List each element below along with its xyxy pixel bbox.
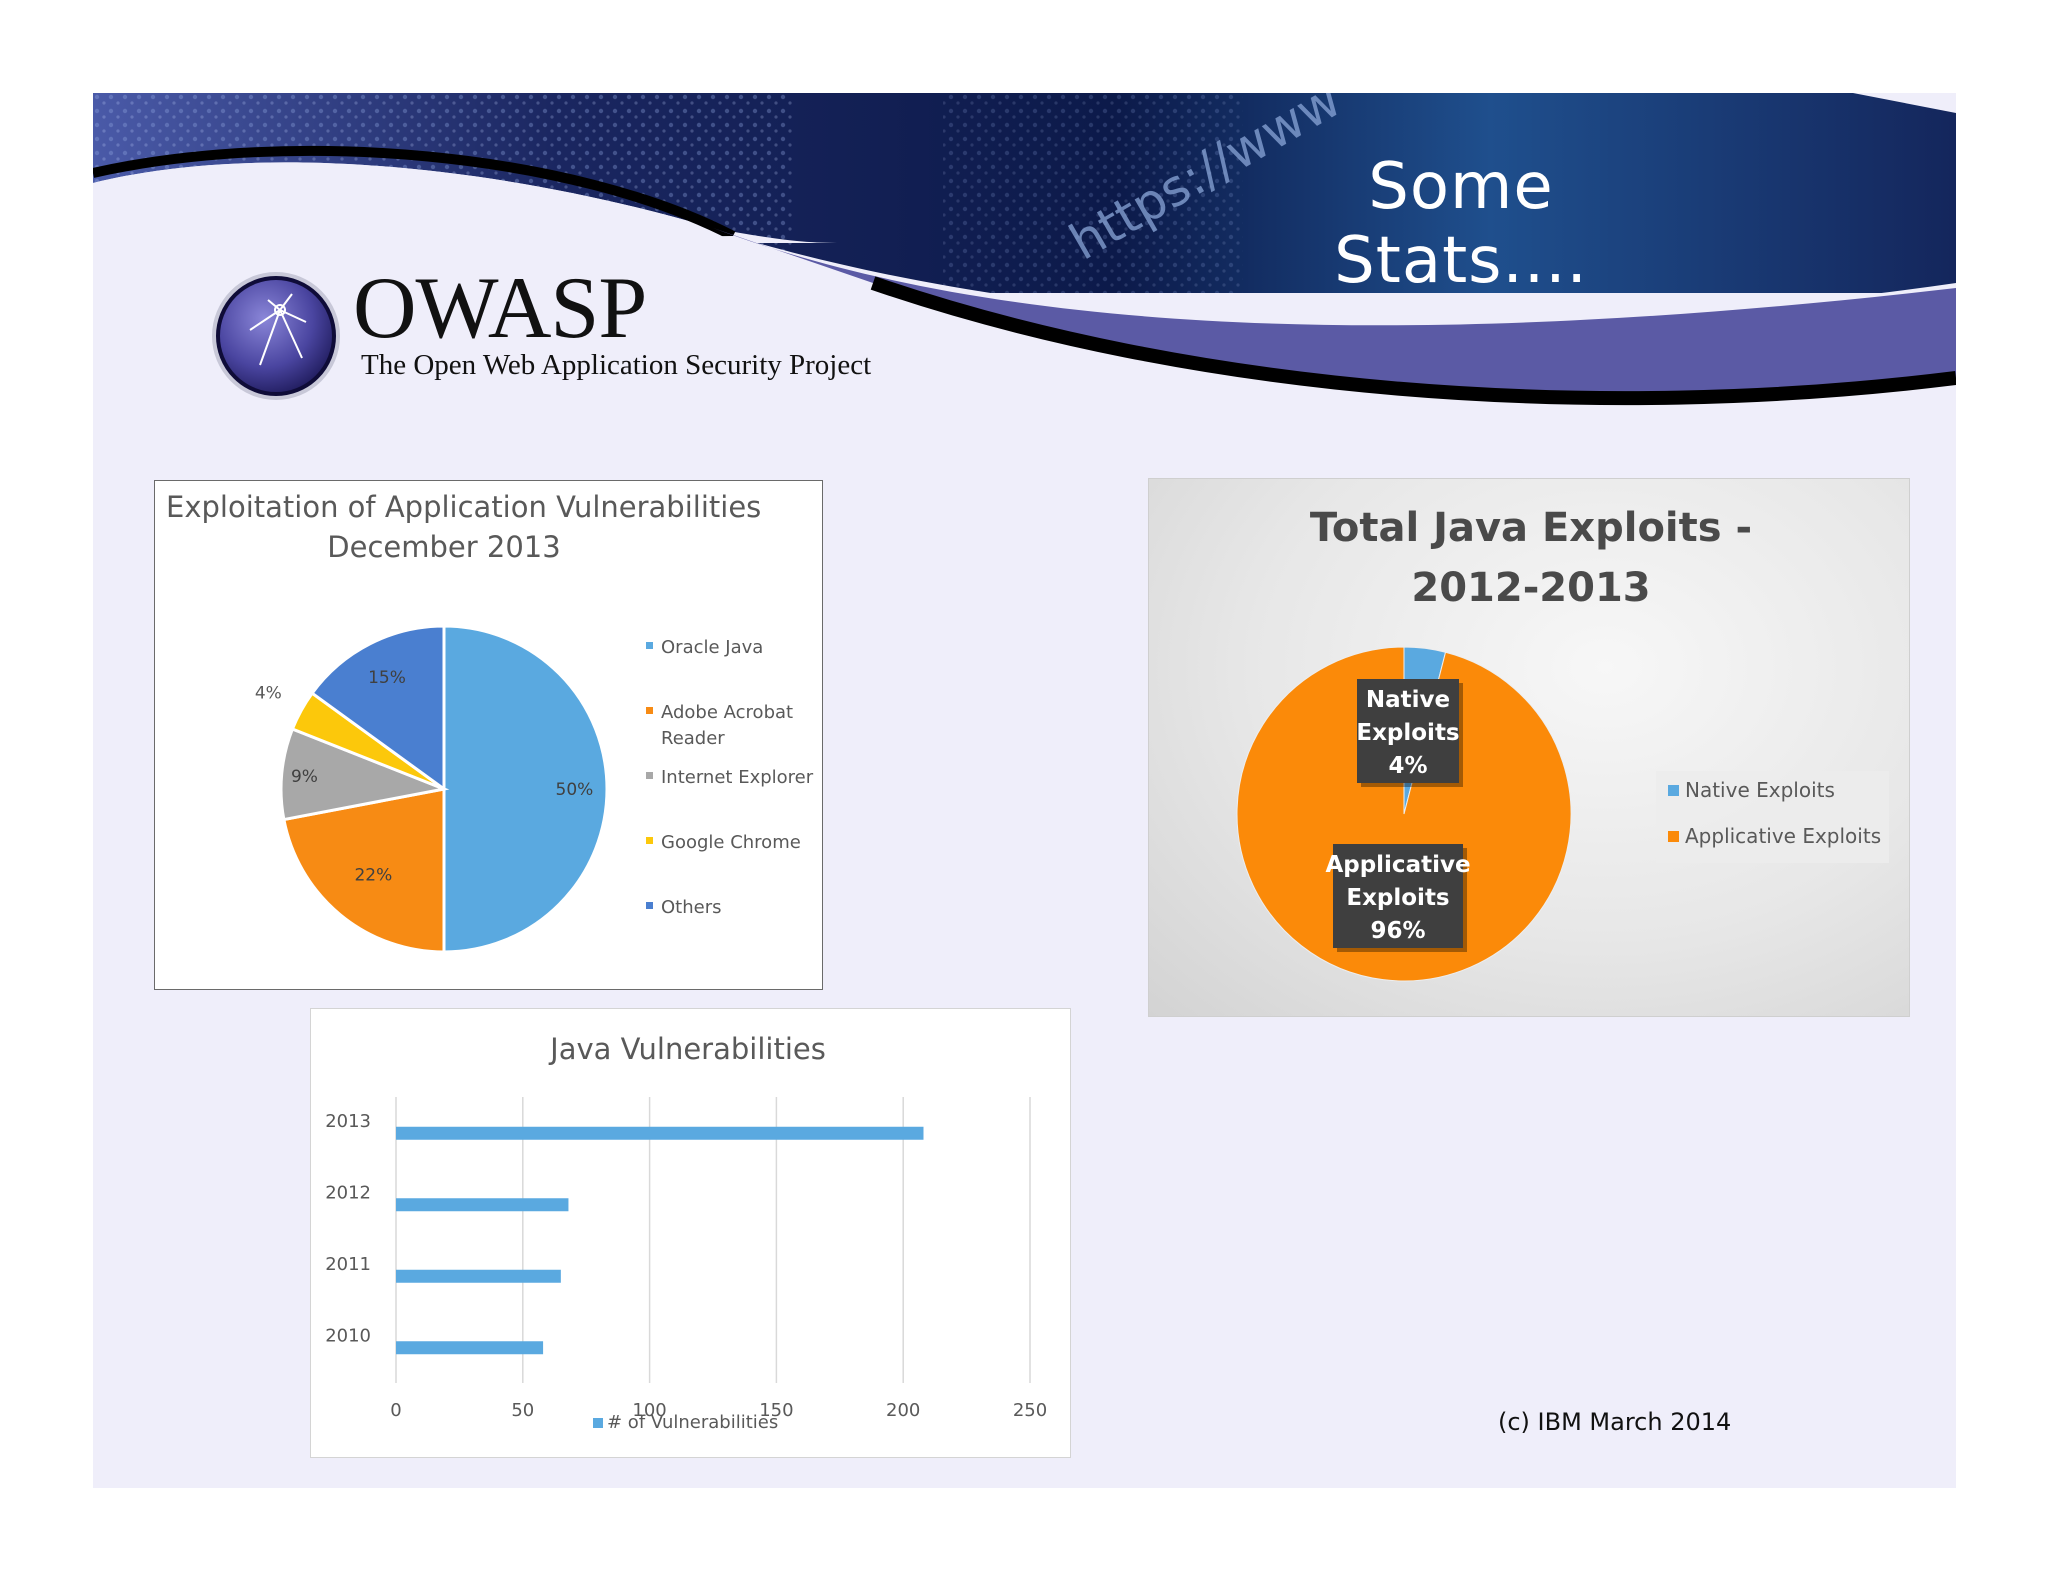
y-tick-label: 2013 xyxy=(325,1111,371,1132)
data-label-applicative-exploits: Applicative Exploits 96% xyxy=(1325,844,1471,952)
data-label-native-exploits: Native Exploits 4% xyxy=(1356,679,1463,787)
pie-label-google-chrome: 4% xyxy=(255,683,282,703)
bar-2011 xyxy=(396,1269,561,1283)
pie-label-internet-explorer: 9% xyxy=(291,767,318,787)
pie-slice-internet-explorer xyxy=(279,727,450,822)
owasp-logo-icon xyxy=(212,272,340,400)
pie-label-others: 15% xyxy=(368,668,406,688)
legend-label-adobe-acrobat-reader: Reader xyxy=(661,728,725,749)
pie-slice-others xyxy=(310,624,446,792)
svg-text:Exploits: Exploits xyxy=(1356,720,1459,746)
chart1-subtitle: December 2013 xyxy=(327,530,560,564)
header-banner: https://www xyxy=(93,93,1956,433)
bar-2012 xyxy=(396,1198,569,1212)
legend-label-vulnerabilities: # of Vulnerabilities xyxy=(607,1412,778,1433)
exploitation-pie-chart: Exploitation of Application Vulnerabilit… xyxy=(154,480,823,990)
legend-label-native-exploits: Native Exploits xyxy=(1685,778,1835,802)
chart1-title: Exploitation of Application Vulnerabilit… xyxy=(166,490,761,524)
bar-2010 xyxy=(396,1341,544,1355)
y-tick-label: 2011 xyxy=(325,1254,371,1275)
x-tick-label: 50 xyxy=(511,1400,534,1421)
legend-label-applicative-exploits: Applicative Exploits xyxy=(1685,824,1881,848)
legend-label-others: Others xyxy=(661,897,722,918)
legend-label-adobe-acrobat-reader: Adobe Acrobat xyxy=(661,702,793,723)
slide: https://www Some Stats.... OWASP The Ope… xyxy=(93,93,1956,1488)
legend-swatch-native-exploits xyxy=(1668,785,1679,796)
java-vulnerabilities-bar-chart: Java Vulnerabilities 0 50 100 150 200 250 2013… xyxy=(310,1008,1071,1458)
owasp-logo-wordmark: OWASP xyxy=(353,260,647,357)
owasp-tagline: The Open Web Application Security Projec… xyxy=(361,349,872,381)
legend-swatch-applicative-exploits xyxy=(1668,831,1679,842)
pie-slice-applicative-exploits xyxy=(1236,646,1572,982)
legend-swatch-adobe-acrobat-reader xyxy=(646,707,653,714)
x-tick-label: 250 xyxy=(1013,1400,1047,1421)
legend-swatch-internet-explorer xyxy=(646,772,653,779)
legend-label-google-chrome: Google Chrome xyxy=(661,832,801,853)
y-tick-label: 2012 xyxy=(325,1182,371,1203)
x-tick-label: 150 xyxy=(759,1400,793,1421)
svg-text:Exploits: Exploits xyxy=(1346,885,1449,911)
pie-label-adobe-acrobat-reader: 22% xyxy=(354,865,392,885)
x-tick-label: 200 xyxy=(886,1400,920,1421)
legend-swatch-vulnerabilities xyxy=(593,1418,603,1428)
pie-label-oracle-java: 50% xyxy=(556,780,594,800)
copyright-footer: (c) IBM March 2014 xyxy=(1498,1408,1732,1436)
chart2-subtitle: 2012-2013 xyxy=(1411,565,1650,611)
java-exploits-pie-chart: Total Java Exploits - 2012-2013 Native Ex… xyxy=(1148,478,1910,1017)
y-tick-label: 2010 xyxy=(325,1325,371,1346)
chart3-title: Java Vulnerabilities xyxy=(548,1032,826,1066)
svg-text:4%: 4% xyxy=(1388,753,1427,779)
legend-swatch-google-chrome xyxy=(646,837,653,844)
legend-swatch-oracle-java xyxy=(646,642,653,649)
x-tick-label: 100 xyxy=(632,1400,666,1421)
x-tick-label: 0 xyxy=(390,1400,401,1421)
svg-text:Applicative: Applicative xyxy=(1325,852,1470,878)
legend-label-oracle-java: Oracle Java xyxy=(661,637,763,658)
svg-text:Native: Native xyxy=(1366,687,1450,713)
legend-label-internet-explorer: Internet Explorer xyxy=(661,767,814,788)
slide-title: Some Stats.... xyxy=(1334,150,1588,298)
svg-text:96%: 96% xyxy=(1370,918,1425,944)
pie-slice-adobe-acrobat-reader xyxy=(282,787,446,954)
bar-2013 xyxy=(396,1126,924,1140)
chart2-title: Total Java Exploits - xyxy=(1310,505,1752,551)
legend-swatch-others xyxy=(646,902,653,909)
pie-slice-oracle-java xyxy=(442,624,609,954)
